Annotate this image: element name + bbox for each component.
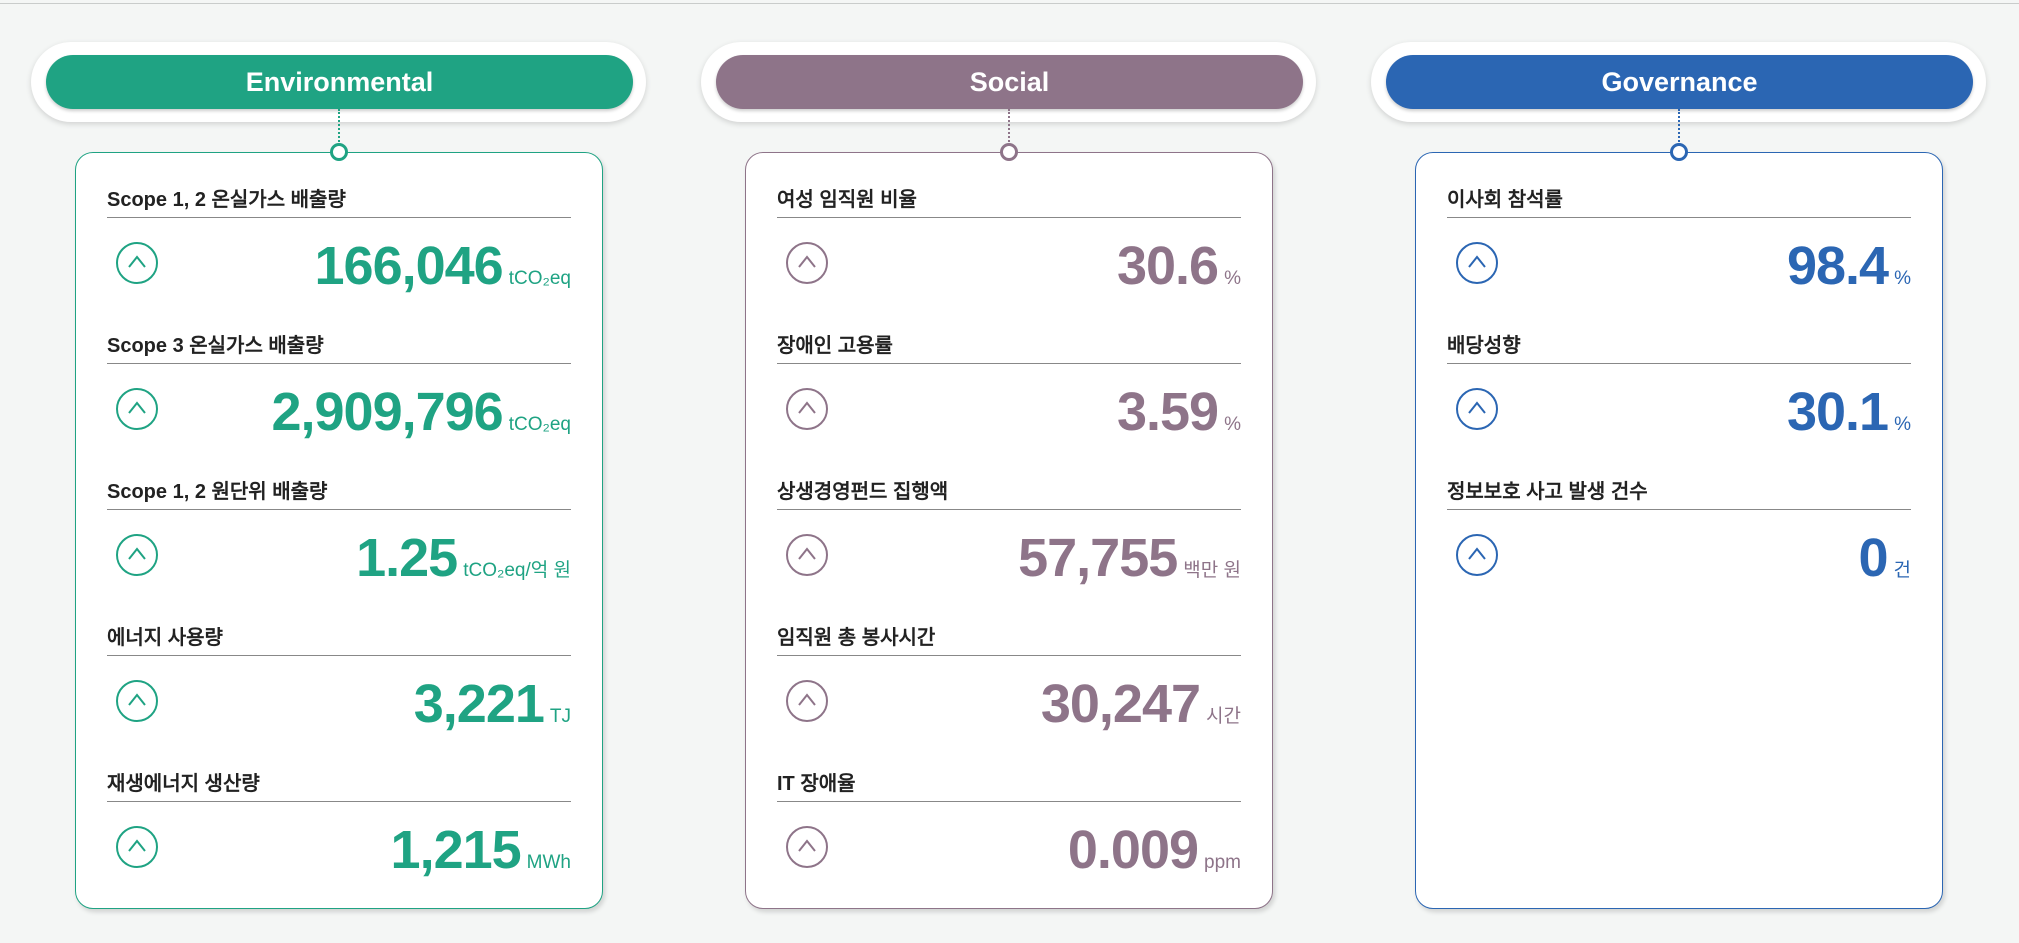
panel-card: Scope 1, 2 온실가스 배출량 166,046 tCO₂eq Scope 3 …	[75, 152, 603, 909]
metric-label: 정보보호 사고 발생 건수	[1447, 475, 1911, 510]
metric-value-row: 166,046 tCO₂eq	[314, 235, 572, 296]
metric-value-row: 30.6%	[1116, 235, 1241, 296]
metric-label: 재생에너지 생산량	[107, 767, 571, 802]
metric-value: 1.25	[356, 528, 458, 588]
metric-label: 임직원 총 봉사시간	[777, 621, 1241, 656]
top-divider	[0, 3, 2019, 4]
metric-label: 에너지 사용량	[107, 621, 571, 656]
metric-value-row: 98.4%	[1786, 235, 1911, 296]
metric-label: Scope 1, 2 원단위 배출량	[107, 475, 571, 510]
metric-value: 3.59	[1116, 382, 1219, 442]
panel-card: 이사회 참석률 98.4% 배당성향 30.1% 정보보호 사고 발생 건수 0 건	[1415, 152, 1943, 909]
metric-value: 30.1	[1786, 382, 1889, 442]
metric-label: 여성 임직원 비율	[777, 183, 1241, 218]
panel-title: Environmental	[46, 55, 633, 109]
panel-title: Governance	[1386, 55, 1973, 109]
metric-icon	[116, 826, 158, 868]
metric-unit: tCO₂eq	[508, 414, 571, 435]
metric-value: 0	[1858, 528, 1888, 588]
metric-value: 30.6	[1116, 236, 1219, 296]
metric-unit: %	[1224, 414, 1241, 435]
metric-label: Scope 3 온실가스 배출량	[107, 329, 571, 364]
metric-icon	[786, 388, 828, 430]
metric-icon	[1456, 388, 1498, 430]
metric-unit: tCO₂eq	[508, 268, 571, 289]
connector	[1678, 109, 1680, 146]
metric-label: 장애인 고용률	[777, 329, 1241, 364]
metric-icon	[786, 242, 828, 284]
metric-value-row: 1,215 MWh	[390, 819, 571, 880]
metric-label: Scope 1, 2 온실가스 배출량	[107, 183, 571, 218]
metric-unit: %	[1894, 268, 1911, 289]
connector-dot	[330, 143, 348, 161]
metric-icon	[786, 680, 828, 722]
metric-value-row: 0.009 ppm	[1067, 819, 1241, 880]
connector-dot	[1000, 143, 1018, 161]
metric-label: 배당성향	[1447, 329, 1911, 364]
metric-icon	[116, 680, 158, 722]
metric-value-row: 1.25 tCO₂eq/억 원	[356, 527, 571, 588]
metric-value-row: 57,755 백만 원	[1018, 527, 1241, 588]
metric-value: 0.009	[1067, 820, 1199, 880]
metric-value: 3,221	[413, 674, 545, 734]
metric-value: 57,755	[1018, 528, 1178, 588]
panel-title: Social	[716, 55, 1303, 109]
connector	[1008, 109, 1010, 146]
metric-unit: %	[1894, 414, 1911, 435]
metric-label: IT 장애율	[777, 767, 1241, 802]
metric-icon	[1456, 534, 1498, 576]
metric-icon	[786, 826, 828, 868]
metric-value-row: 30,247 시간	[1040, 673, 1241, 734]
metric-unit: tCO₂eq/억 원	[463, 560, 571, 581]
metric-value: 166,046	[314, 236, 504, 296]
metric-label: 상생경영펀드 집행액	[777, 475, 1241, 510]
connector	[338, 109, 340, 146]
metric-icon	[1456, 242, 1498, 284]
metric-value: 2,909,796	[271, 382, 503, 442]
metric-icon	[116, 242, 158, 284]
metric-unit: ppm	[1204, 852, 1241, 873]
metric-value-row: 30.1%	[1786, 381, 1911, 442]
metric-unit: %	[1224, 268, 1241, 289]
metric-icon	[786, 534, 828, 576]
metric-unit: 시간	[1206, 706, 1241, 727]
metric-unit: 백만 원	[1183, 560, 1241, 581]
metric-icon	[116, 534, 158, 576]
metric-unit: TJ	[549, 706, 571, 727]
metric-value-row: 3.59%	[1116, 381, 1241, 442]
connector-dot	[1670, 143, 1688, 161]
metric-unit: MWh	[526, 852, 571, 873]
metric-value-row: 3,221 TJ	[413, 673, 571, 734]
metric-icon	[116, 388, 158, 430]
panel-card: 여성 임직원 비율 30.6% 장애인 고용률 3.59% 상생경영펀드 집행액 57,7…	[745, 152, 1273, 909]
metric-label: 이사회 참석률	[1447, 183, 1911, 218]
metric-value-row: 2,909,796 tCO₂eq	[271, 381, 571, 442]
metric-value: 98.4	[1786, 236, 1889, 296]
metric-value: 30,247	[1040, 674, 1201, 734]
metric-unit: 건	[1893, 560, 1911, 581]
metric-value: 1,215	[390, 820, 522, 880]
